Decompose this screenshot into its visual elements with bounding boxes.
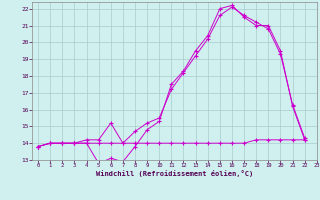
- X-axis label: Windchill (Refroidissement éolien,°C): Windchill (Refroidissement éolien,°C): [96, 170, 253, 177]
